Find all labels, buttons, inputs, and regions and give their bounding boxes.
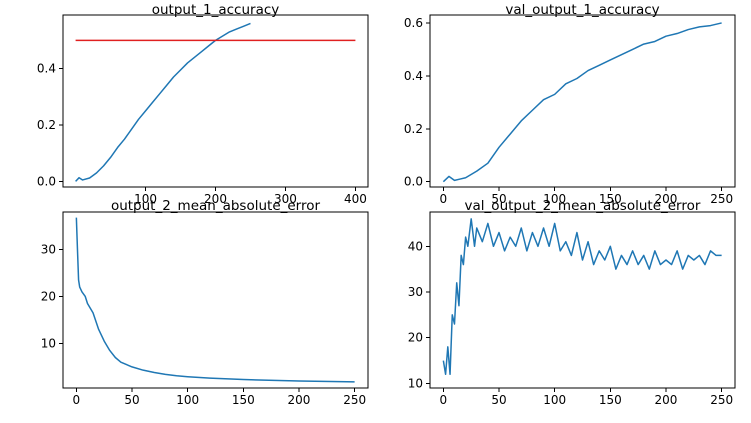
x-tick-label: 0 xyxy=(440,192,448,206)
output-1-accuracy-title: output_1_accuracy xyxy=(152,2,280,18)
y-tick-label: 0.6 xyxy=(404,16,423,30)
y-tick-label: 30 xyxy=(408,285,423,299)
x-tick-label: 200 xyxy=(204,192,227,206)
y-tick-label: 20 xyxy=(41,289,56,303)
x-tick-label: 300 xyxy=(274,192,297,206)
subplot-1: 100 200 300 400 0.0 0.2 0.4 output_1_accuracy xyxy=(37,2,369,206)
x-tick-label: 100 xyxy=(543,192,566,206)
series-line xyxy=(75,217,355,383)
x-tick-label: 50 xyxy=(491,192,506,206)
x-tick-label: 200 xyxy=(288,393,311,407)
x-tick-label: 250 xyxy=(710,393,733,407)
y-tick-label: 0.4 xyxy=(37,62,56,76)
axes-frame xyxy=(429,14,736,188)
x-tick-label: 150 xyxy=(599,192,622,206)
axes-frame xyxy=(429,211,736,389)
x-tick-label: 200 xyxy=(655,192,678,206)
y-tick-label: 0.0 xyxy=(404,175,423,189)
y-tick-label: 30 xyxy=(41,243,56,257)
x-tick-label: 200 xyxy=(655,393,678,407)
x-tick-label: 150 xyxy=(599,393,622,407)
subplot-3: 0 50 100 150 200 250 10 20 30 output_2_mean_absol… xyxy=(41,198,369,407)
y-tick-label: 0.2 xyxy=(404,122,423,136)
output-2-mae-title: output_2_mean_absolute_error xyxy=(111,198,321,214)
x-tick-label: 100 xyxy=(543,393,566,407)
x-tick-label: 400 xyxy=(344,192,367,206)
series-line xyxy=(442,218,722,376)
y-tick-label: 20 xyxy=(408,331,423,345)
axes-frame xyxy=(62,211,369,389)
series-line xyxy=(75,22,251,182)
y-tick-label: 10 xyxy=(408,376,423,390)
x-tick-label: 100 xyxy=(176,393,199,407)
x-tick-label: 100 xyxy=(134,192,157,206)
x-tick-label: 50 xyxy=(491,393,506,407)
x-tick-label: 250 xyxy=(343,393,366,407)
y-tick-label: 0.4 xyxy=(404,69,423,83)
subplot-4: 0 50 100 150 200 250 10 20 30 40 val_output_2_mean… xyxy=(408,198,736,407)
y-tick-label: 40 xyxy=(408,239,423,253)
x-tick-label: 50 xyxy=(124,393,139,407)
y-tick-label: 10 xyxy=(41,336,56,350)
y-tick-label: 0.2 xyxy=(37,118,56,132)
x-tick-label: 0 xyxy=(73,393,81,407)
val-output-1-accuracy-title: val_output_1_accuracy xyxy=(505,2,659,18)
val-output-2-mae-title: val_output_2_mean_absolute_error xyxy=(465,198,701,214)
x-tick-label: 250 xyxy=(710,192,733,206)
series-line xyxy=(442,22,722,183)
y-tick-label: 0.0 xyxy=(37,174,56,188)
x-tick-label: 0 xyxy=(440,393,448,407)
x-tick-label: 150 xyxy=(232,393,255,407)
subplot-2: 0 50 100 150 200 250 0.0 0.2 0.4 0.6 val_output_1_… xyxy=(404,2,736,206)
